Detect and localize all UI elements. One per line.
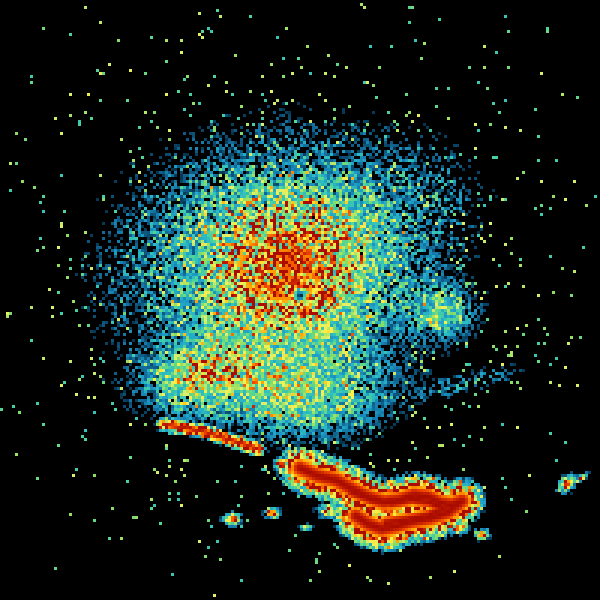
sky-intensity-heatmap-canvas — [0, 0, 600, 600]
astronomy-image-viewer — [0, 0, 600, 600]
